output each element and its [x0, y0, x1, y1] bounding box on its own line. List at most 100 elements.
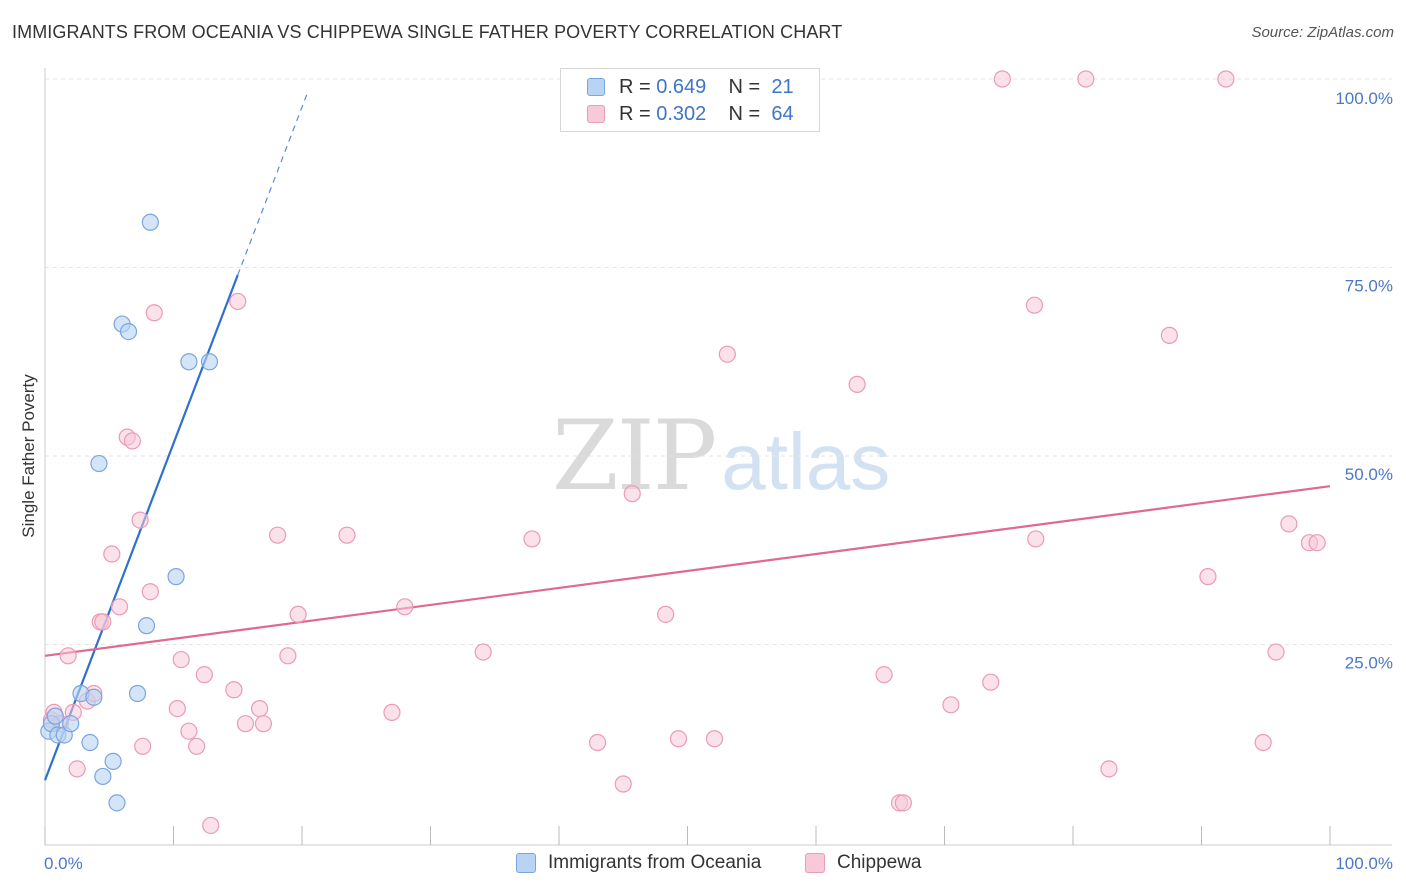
y-tick-label: 100.0% — [1335, 89, 1393, 108]
chippewa-point — [195, 666, 213, 684]
chippewa-point — [614, 775, 632, 793]
oceania-point — [200, 353, 219, 371]
chippewa-point — [103, 545, 121, 563]
chippewa-point — [229, 292, 247, 311]
legend-label-oceania: Immigrants from Oceania — [548, 852, 762, 873]
n-label: N = — [728, 102, 766, 125]
oceania-point — [81, 733, 99, 752]
oceania-point — [141, 213, 159, 231]
chippewa-point — [1077, 70, 1095, 88]
y-tick-label: 50.0% — [1345, 465, 1393, 484]
oceania-point — [108, 794, 126, 812]
n-value: 64 — [771, 102, 794, 125]
r-label: R = — [619, 75, 657, 98]
chippewa-point — [145, 304, 163, 322]
legend-label-chippewa: Chippewa — [837, 852, 922, 873]
chippewa-point — [1027, 530, 1045, 548]
chippewa-point — [942, 696, 960, 714]
chippewa-point — [1217, 70, 1235, 88]
oceania-legend-swatch — [516, 853, 536, 873]
chippewa-point — [268, 526, 287, 544]
chippewa-points — [42, 70, 1326, 835]
chippewa-point — [383, 703, 401, 721]
chippewa-point — [657, 605, 675, 623]
chippewa-point — [848, 375, 866, 393]
chippewa-point — [474, 643, 492, 661]
oceania-point — [85, 688, 103, 706]
chippewa-point — [1160, 326, 1178, 344]
watermark-atlas: atlas — [721, 417, 891, 506]
chippewa-point — [1199, 568, 1217, 586]
chippewa-point — [68, 760, 86, 778]
chippewa-point — [250, 699, 269, 718]
chippewa-point — [523, 530, 541, 548]
oceania-point — [104, 752, 122, 770]
r-value: 0.649 — [656, 75, 707, 98]
chippewa-point — [1100, 760, 1118, 778]
chippewa-point — [1308, 534, 1326, 552]
chippewa-point — [718, 345, 736, 363]
r-label: R = — [619, 102, 657, 125]
chippewa-point — [279, 647, 297, 665]
chippewa-point — [993, 70, 1011, 88]
chippewa-legend-swatch — [805, 853, 825, 873]
chippewa-point — [705, 730, 724, 748]
chippewa-point — [254, 715, 273, 733]
tick-labels: 25.0% 50.0% 75.0% 100.0% 0.0% 100.0% — [44, 89, 1393, 873]
series-legend: Immigrants from Oceania Chippewa — [0, 852, 1406, 876]
x-tick-label-min: 0.0% — [44, 854, 83, 873]
trend-lines — [43, 90, 1331, 781]
chippewa-trend-line — [44, 485, 1331, 657]
source-label: Source: ZipAtlas.com — [1251, 24, 1394, 41]
oceania-point — [180, 353, 198, 371]
chippewa-point — [396, 598, 414, 616]
oceania-point — [167, 568, 185, 586]
chippewa-point — [225, 681, 243, 699]
chippewa-point — [202, 816, 220, 835]
oceania-point — [90, 454, 108, 473]
chippewa-point — [59, 647, 77, 665]
chippewa-point — [982, 673, 1000, 691]
y-axis-label: Single Father Poverty — [19, 374, 38, 538]
n-value: 21 — [771, 75, 794, 98]
y-tick-label: 75.0% — [1345, 277, 1393, 296]
chippewa-point — [894, 794, 912, 812]
oceania-swatch — [587, 78, 605, 96]
oceania-point — [62, 715, 80, 733]
x-tick-label-max: 100.0% — [1335, 854, 1393, 873]
chippewa-point — [172, 650, 190, 669]
oceania-point — [46, 707, 64, 725]
chippewa-point — [236, 715, 255, 733]
legend-text-chippewa: R = 0.302 N = 64 — [619, 103, 794, 126]
chippewa-point — [134, 737, 152, 755]
legend-text-oceania: R = 0.649 N = 21 — [619, 76, 794, 99]
oceania-point — [128, 684, 147, 703]
chippewa-point — [875, 666, 893, 684]
chippewa-point — [180, 722, 198, 740]
oceania-point — [94, 767, 112, 786]
chippewa-point — [1280, 515, 1298, 533]
oceania-points — [40, 213, 219, 812]
stats-legend: R = 0.649 N = 21 R = 0.302 N = 64 — [560, 68, 820, 132]
chippewa-point — [338, 526, 356, 544]
oceania-point — [137, 617, 156, 635]
chippewa-swatch — [587, 105, 605, 123]
oceania-trend-extension — [237, 90, 309, 276]
chippewa-point — [588, 733, 607, 752]
chippewa-point — [123, 432, 141, 450]
legend-item-oceania: Immigrants from Oceania — [516, 852, 761, 874]
chippewa-point — [188, 737, 206, 755]
chippewa-point — [168, 699, 186, 718]
r-value: 0.302 — [656, 102, 707, 125]
chippewa-point — [623, 485, 641, 503]
chippewa-point — [141, 583, 159, 601]
chippewa-point — [110, 598, 129, 616]
chippewa-point — [289, 605, 307, 623]
chippewa-point — [1025, 296, 1044, 314]
oceania-point — [119, 322, 138, 341]
chippewa-point — [131, 511, 149, 529]
chippewa-point — [94, 613, 112, 631]
chart-title: IMMIGRANTS FROM OCEANIA VS CHIPPEWA SING… — [12, 22, 843, 42]
chippewa-point — [669, 730, 688, 748]
